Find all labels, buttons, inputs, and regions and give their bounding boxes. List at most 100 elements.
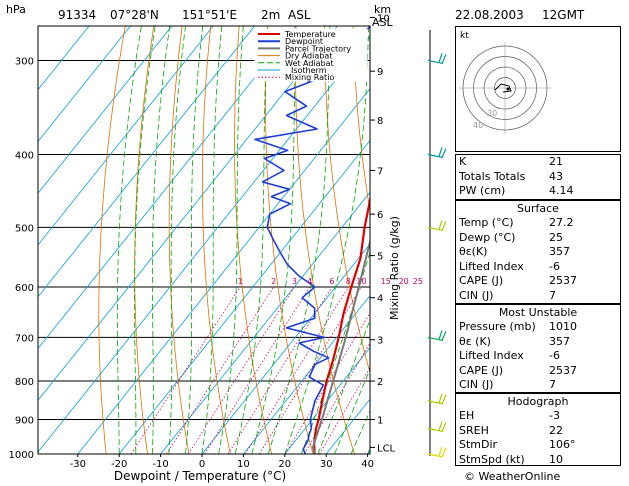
hodograph-ring-label: 40 [473,121,483,130]
mixing-ratio-line [303,342,370,454]
parcel-trajectory-line [311,237,370,454]
surface-row: Dewp (°C) 25 [455,231,621,246]
hpa-label: hPa [6,3,26,16]
surface-row: CAPE (J) 2537 [455,274,621,289]
surface-value: 27.2 [549,216,574,229]
x-tick-label: 0 [199,459,205,470]
storm-motion-marker [506,87,510,91]
station-elev: 2m [261,8,281,22]
hodograph-rings: 30 40 [459,42,551,134]
isotherm-line [243,295,370,454]
legend-entry: Wet Adiabat [285,59,334,68]
x-tick-label: 40 [361,459,374,470]
x-tick-label: -10 [152,459,168,470]
wet-adiabat-line [317,318,370,454]
station-elev-unit: ASL [288,8,311,22]
unstable-row: Lifted Index -6 [455,349,621,364]
hodo-row: StmDir 106° [455,438,621,453]
legend-background [254,28,368,82]
km-tick-label: 9 [377,67,383,78]
station-id: 91334 [58,8,97,22]
temperature-tick-labels: -30 -20 -10 0 10 20 30 40 [70,454,374,470]
wind-barb-flag [438,393,447,405]
sounding-date: 22.08.2003 [455,8,524,22]
dry-adiabat-line [295,26,355,454]
km-tick-label: 5 [377,252,383,263]
unstable-value: 357 [549,334,570,348]
isotherm-line [201,243,370,454]
station-lon: 151°51'E [182,8,238,22]
km-tick-label: 3 [377,336,383,347]
dry-adiabat-line [134,26,155,454]
legend-entry: Parcel Trajectory [285,44,351,53]
wind-barb-flag [438,220,447,231]
pressure-tick-label: 300 [15,56,34,67]
wet-adiabat-line [201,26,223,454]
isotherm-line [77,88,370,454]
wet-adiabat-line [185,26,204,454]
surface-row: CIN (J) 7 [455,289,621,304]
x-tick-label: 20 [278,459,291,470]
pw-row: PW (cm) 4.14 [459,184,574,198]
unstable-table: Most Unstable Pressure (mb) 1010 θε (K) 357… [455,305,621,393]
hodo-row: StmSpd (kt) 10 [455,453,621,468]
isotherm-line [38,26,90,91]
asl-label: ASL [372,16,393,29]
legend-entry: Mixing Ratio [285,73,334,82]
mixing-ratio-axis-label: Mixing Ratio (g/kg) [388,216,401,320]
surface-value: 357 [549,245,570,259]
unstable-row: CIN (J) 7 [455,378,621,393]
km-tick-label: 2 [377,377,383,388]
hodograph-ring-label: 30 [487,109,497,118]
wind-barb-flag [438,421,447,432]
pressure-tick-label: 600 [15,283,34,294]
unstable-row: Pressure (mb) 1010 [455,320,621,335]
unstable-row: CAPE (J) 2537 [455,364,621,379]
mixing-ratio-line [319,366,370,454]
pressure-tick-label: 400 [15,150,34,161]
isotherm-line [38,26,338,401]
mixing-ratio-label: 25 [413,277,423,286]
surface-value: 2537 [549,274,577,288]
surface-label: θε(K) [459,245,488,259]
unstable-title: Most Unstable [498,306,578,319]
wind-barb [427,59,444,65]
unstable-label: CIN (J) [459,378,494,392]
wind-barb [427,226,444,232]
mixing-ratio-label: 8 [346,277,351,286]
wet-adiabat-line [267,26,331,454]
copyright: © WeatherOnline [464,470,561,483]
pressure-tick-label: 900 [15,416,34,427]
x-tick-label: 30 [320,459,333,470]
wet-adiabat-line [251,26,297,454]
hodo-label: StmSpd (kt) [459,452,525,466]
unstable-value: 7 [549,378,556,392]
wind-barb [427,453,444,458]
wind-barb [427,400,444,405]
hodo-value: -3 [549,409,560,422]
legend-entry: Isotherm [291,66,327,75]
station-lat: 07°28'N [110,8,159,22]
wind-barbs [427,53,447,458]
km-tick-label: 1 [377,416,383,427]
isotherm-line [38,26,173,194]
hodo-table-title: Hodograph [507,395,569,408]
dry-adiabat-line [324,26,370,374]
isotherm-line [38,26,297,350]
mixing-ratio-line [188,286,295,454]
mixing-ratio-label: 20 [399,277,409,286]
hodograph-unit-label: kt [460,31,469,41]
surface-value: -6 [549,259,560,273]
mixing-ratio-lines [130,286,370,454]
unstable-row: θε (K) 357 [455,335,621,350]
hodo-label: StmDir [459,438,498,452]
wind-barb [427,427,444,433]
wet-adiabat-line [284,26,370,454]
mixing-ratio-labels: 1 2 3 4 6 8 10 15 20 25 [238,277,423,286]
unstable-label: CAPE (J) [459,363,504,377]
wet-adiabat-line [218,26,244,454]
mixing-ratio-label: 3 [292,277,297,286]
km-axis: 10 9 8 7 6 5 4 3 2 1 LCL [370,13,396,454]
km-tick-label: 6 [377,210,383,221]
